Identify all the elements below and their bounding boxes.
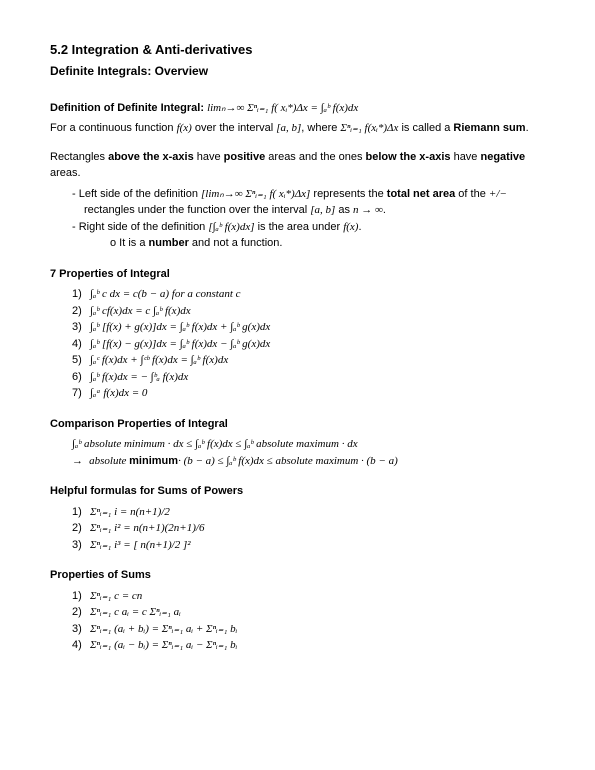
text: . [526, 122, 529, 134]
list-number: 3) [72, 621, 90, 638]
text: of the [455, 188, 489, 200]
page-subtitle: Definite Integrals: Overview [50, 62, 545, 80]
list-number: 2) [72, 604, 90, 621]
property-item: 4)∫ₐᵇ [f(x) − g(x)]dx = ∫ₐᵇ f(x)dx − ∫ₐᵇ… [72, 336, 545, 353]
text: Σⁿᵢ₌₁ f(xᵢ*)Δx [340, 122, 398, 134]
sumprop-formula: Σⁿᵢ₌₁ c aᵢ = c Σⁿᵢ₌₁ aᵢ [90, 606, 181, 618]
text: . [383, 204, 386, 216]
list-number: 3) [72, 537, 90, 554]
property-formula: ∫ₐᵇ [f(x) − g(x)]dx = ∫ₐᵇ f(x)dx − ∫ₐᵇ g… [90, 338, 270, 350]
areas-bullet1: - Left side of the definition [limₙ→∞ Σⁿ… [72, 186, 545, 219]
text: areas and the ones [265, 151, 365, 163]
sumprop-formula: Σⁿᵢ₌₁ c = cn [90, 590, 142, 602]
text: have [451, 151, 481, 163]
property-formula: ∫ₐᵃ f(x)dx = 0 [90, 387, 147, 399]
list-number: 4) [72, 336, 90, 353]
property-formula: ∫ₐᵇ [f(x) + g(x)]dx = ∫ₐᵇ f(x)dx + ∫ₐᵇ g… [90, 321, 270, 333]
property-formula: ∫ₐᶜ f(x)dx + ∫ᶜᵇ f(x)dx = ∫ₐᵇ f(x)dx [90, 354, 228, 366]
text: Rectangles [50, 151, 108, 163]
definition-line2: For a continuous function f(x) over the … [50, 120, 545, 137]
arrow-icon: → [72, 455, 83, 467]
sum-formula-item: 3)Σⁿᵢ₌₁ i³ = [ n(n+1)/2 ]² [72, 537, 545, 554]
list-number: 1) [72, 504, 90, 521]
areas-bullet3: o It is a number and not a function. [110, 235, 545, 252]
definition-heading: Definition of Definite Integral: [50, 102, 207, 114]
text: f(x) [343, 221, 358, 233]
text: o It is a [110, 237, 149, 249]
text: is the area under [255, 221, 344, 233]
list-number: 7) [72, 385, 90, 402]
sum-formula-item: 2)Σⁿᵢ₌₁ i² = n(n+1)(2n+1)/6 [72, 520, 545, 537]
sumprop-item: 2)Σⁿᵢ₌₁ c aᵢ = c Σⁿᵢ₌₁ aᵢ [72, 604, 545, 621]
text: [a, b] [310, 204, 335, 216]
text: n → ∞ [353, 204, 383, 216]
property-item: 2)∫ₐᵇ cf(x)dx = c ∫ₐᵇ f(x)dx [72, 303, 545, 320]
sum-formula-item: 1)Σⁿᵢ₌₁ i = n(n+1)/2 [72, 504, 545, 521]
sums-heading: Helpful formulas for Sums of Powers [50, 483, 545, 500]
property-item: 1)∫ₐᵇ c dx = c(b − a) for a constant c [72, 286, 545, 303]
sumprop-item: 1)Σⁿᵢ₌₁ c = cn [72, 588, 545, 605]
list-number: 1) [72, 286, 90, 303]
list-number: 6) [72, 369, 90, 386]
comparison-line1: ∫ₐᵇ absolute minimum · dx ≤ ∫ₐᵇ f(x)dx ≤… [72, 436, 545, 453]
sumprop-formula: Σⁿᵢ₌₁ (aᵢ − bᵢ) = Σⁿᵢ₌₁ aᵢ − Σⁿᵢ₌₁ bᵢ [90, 639, 237, 651]
text: , where [301, 122, 340, 134]
text: and not a function. [189, 237, 283, 249]
definition-formula: limₙ→∞ Σⁿᵢ₌₁ f( xᵢ*)Δx = ∫ₐᵇ f(x)dx [207, 102, 358, 114]
property-item: 3)∫ₐᵇ [f(x) + g(x)]dx = ∫ₐᵇ f(x)dx + ∫ₐᵇ… [72, 319, 545, 336]
list-number: 1) [72, 588, 90, 605]
text: For a continuous function [50, 122, 177, 134]
text: below the x-axis [366, 151, 451, 163]
text: negative [480, 151, 525, 163]
text: represents the [310, 188, 386, 200]
text: rectangles under the function over the i… [84, 204, 310, 216]
sum-formula: Σⁿᵢ₌₁ i = n(n+1)/2 [90, 506, 170, 518]
text: positive [224, 151, 266, 163]
text: total net area [387, 188, 455, 200]
text: +/− [489, 188, 507, 200]
list-number: 3) [72, 319, 90, 336]
property-formula: ∫ₐᵇ f(x)dx = − ∫ᵇₐ f(x)dx [90, 371, 188, 383]
text: as [335, 204, 353, 216]
text: is called a [398, 122, 453, 134]
text: f(x) [177, 122, 192, 134]
property-formula: ∫ₐᵇ c dx = c(b − a) for a constant c [90, 288, 241, 300]
definition-line1: Definition of Definite Integral: limₙ→∞ … [50, 100, 545, 117]
text: . [358, 221, 361, 233]
text: absolute [89, 455, 129, 467]
property-formula: ∫ₐᵇ cf(x)dx = c ∫ₐᵇ f(x)dx [90, 305, 191, 317]
sumprop-formula: Σⁿᵢ₌₁ (aᵢ + bᵢ) = Σⁿᵢ₌₁ aᵢ + Σⁿᵢ₌₁ bᵢ [90, 623, 237, 635]
list-number: 5) [72, 352, 90, 369]
sumprop-item: 4)Σⁿᵢ₌₁ (aᵢ − bᵢ) = Σⁿᵢ₌₁ aᵢ − Σⁿᵢ₌₁ bᵢ [72, 637, 545, 654]
list-number: 4) [72, 637, 90, 654]
text: · (b − a) ≤ ∫ₐᵇ f(x)dx ≤ absolute maximu… [178, 455, 398, 467]
text: [a, b] [276, 122, 301, 134]
text: - Left side of the definition [72, 188, 201, 200]
property-item: 5)∫ₐᶜ f(x)dx + ∫ᶜᵇ f(x)dx = ∫ₐᵇ f(x)dx [72, 352, 545, 369]
list-number: 2) [72, 520, 90, 537]
comparison-heading: Comparison Properties of Integral [50, 416, 545, 433]
properties-heading: 7 Properties of Integral [50, 266, 545, 283]
sumprops-heading: Properties of Sums [50, 567, 545, 584]
text: above the x-axis [108, 151, 194, 163]
text: [∫ₐᵇ f(x)dx] [208, 221, 254, 233]
comparison-line2: → absolute minimum· (b − a) ≤ ∫ₐᵇ f(x)dx… [72, 453, 545, 470]
sumprop-item: 3)Σⁿᵢ₌₁ (aᵢ + bᵢ) = Σⁿᵢ₌₁ aᵢ + Σⁿᵢ₌₁ bᵢ [72, 621, 545, 638]
areas-para: Rectangles above the x-axis have positiv… [50, 149, 545, 182]
riemann-sum-label: Riemann sum [453, 122, 525, 134]
areas-bullet2: - Right side of the definition [∫ₐᵇ f(x)… [72, 219, 545, 236]
text: over the interval [192, 122, 276, 134]
property-item: 6)∫ₐᵇ f(x)dx = − ∫ᵇₐ f(x)dx [72, 369, 545, 386]
sum-formula: Σⁿᵢ₌₁ i³ = [ n(n+1)/2 ]² [90, 539, 191, 551]
text: areas. [50, 167, 81, 179]
list-number: 2) [72, 303, 90, 320]
property-item: 7)∫ₐᵃ f(x)dx = 0 [72, 385, 545, 402]
text: - Right side of the definition [72, 221, 208, 233]
text: number [149, 237, 189, 249]
page-title: 5.2 Integration & Anti-derivatives [50, 40, 545, 60]
text: have [194, 151, 224, 163]
text: minimum [129, 455, 178, 467]
text: [limₙ→∞ Σⁿᵢ₌₁ f( xᵢ*)Δx] [201, 188, 310, 200]
sum-formula: Σⁿᵢ₌₁ i² = n(n+1)(2n+1)/6 [90, 522, 204, 534]
